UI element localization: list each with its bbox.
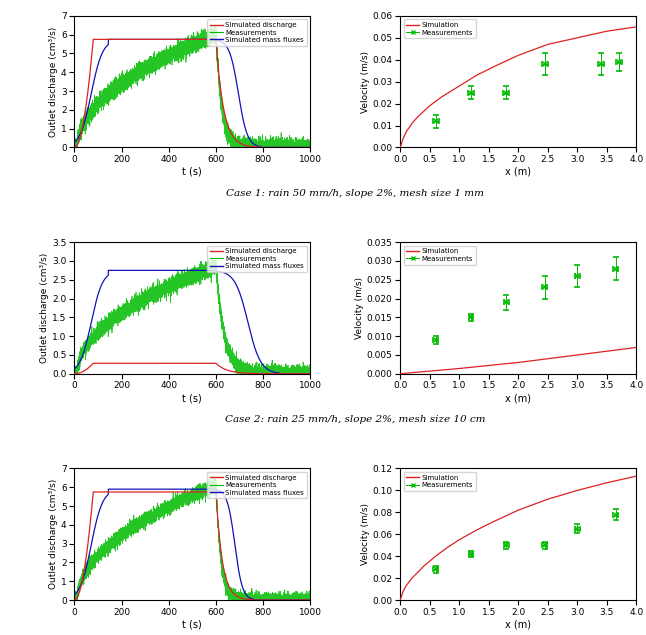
X-axis label: x (m): x (m) — [505, 620, 531, 629]
X-axis label: x (m): x (m) — [505, 393, 531, 403]
Y-axis label: Velocity (m/s): Velocity (m/s) — [355, 277, 364, 339]
Y-axis label: Outlet discharge (cm³/s): Outlet discharge (cm³/s) — [49, 479, 58, 589]
Legend: Simulated discharge, Measurements, Simulated mass fluxes: Simulated discharge, Measurements, Simul… — [207, 472, 307, 498]
Legend: Simulation, Measurements: Simulation, Measurements — [404, 19, 476, 38]
X-axis label: t (s): t (s) — [182, 393, 202, 403]
Y-axis label: Outlet discharge (cm³/s): Outlet discharge (cm³/s) — [41, 253, 50, 363]
Legend: Simulation, Measurements: Simulation, Measurements — [404, 472, 476, 491]
X-axis label: t (s): t (s) — [182, 620, 202, 629]
Y-axis label: Velocity (m/s): Velocity (m/s) — [360, 51, 370, 112]
Text: Case 1: rain 50 mm/h, slope 2%, mesh size 1 mm: Case 1: rain 50 mm/h, slope 2%, mesh siz… — [226, 189, 484, 197]
Y-axis label: Outlet discharge (cm³/s): Outlet discharge (cm³/s) — [49, 27, 58, 137]
Text: Case 2: rain 25 mm/h, slope 2%, mesh size 10 cm: Case 2: rain 25 mm/h, slope 2%, mesh siz… — [225, 415, 486, 424]
X-axis label: t (s): t (s) — [182, 167, 202, 177]
Y-axis label: Velocity (m/s): Velocity (m/s) — [360, 504, 370, 565]
Legend: Simulation, Measurements: Simulation, Measurements — [404, 246, 476, 265]
Legend: Simulated discharge, Measurements, Simulated mass fluxes: Simulated discharge, Measurements, Simul… — [207, 246, 307, 272]
X-axis label: x (m): x (m) — [505, 167, 531, 177]
Legend: Simulated discharge, Measurements, Simulated mass fluxes: Simulated discharge, Measurements, Simul… — [207, 19, 307, 46]
